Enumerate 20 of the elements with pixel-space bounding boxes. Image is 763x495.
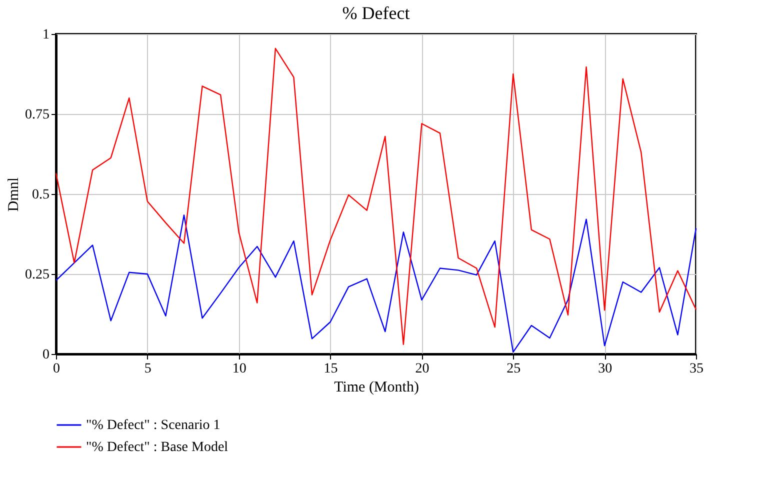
- legend-label: "% Defect" : Scenario 1: [86, 418, 220, 433]
- x-tick-label: 0: [53, 362, 60, 376]
- x-tick-label: 5: [144, 362, 152, 376]
- legend-label: "% Defect" : Base Model: [86, 440, 228, 455]
- line-series: [55, 48, 697, 345]
- y-tick-label: 0.75: [25, 108, 50, 122]
- x-tick-label: 15: [324, 362, 338, 376]
- line-series: [55, 214, 697, 353]
- y-axis-title: Dmnl: [6, 177, 22, 212]
- y-tick-label: 0.5: [32, 188, 50, 202]
- x-tick-label: 35: [690, 362, 704, 376]
- x-tick-label: 30: [598, 362, 612, 376]
- x-tick-label: 10: [232, 362, 246, 376]
- x-axis-title: Time (Month): [334, 380, 419, 396]
- y-tick-label: 1: [42, 28, 50, 42]
- chart-title: % Defect: [342, 3, 410, 23]
- x-tick-label: 25: [506, 362, 521, 376]
- y-tick-label: 0.25: [25, 268, 50, 282]
- x-tick-label: 20: [415, 362, 430, 376]
- y-tick-label: 0: [42, 348, 50, 362]
